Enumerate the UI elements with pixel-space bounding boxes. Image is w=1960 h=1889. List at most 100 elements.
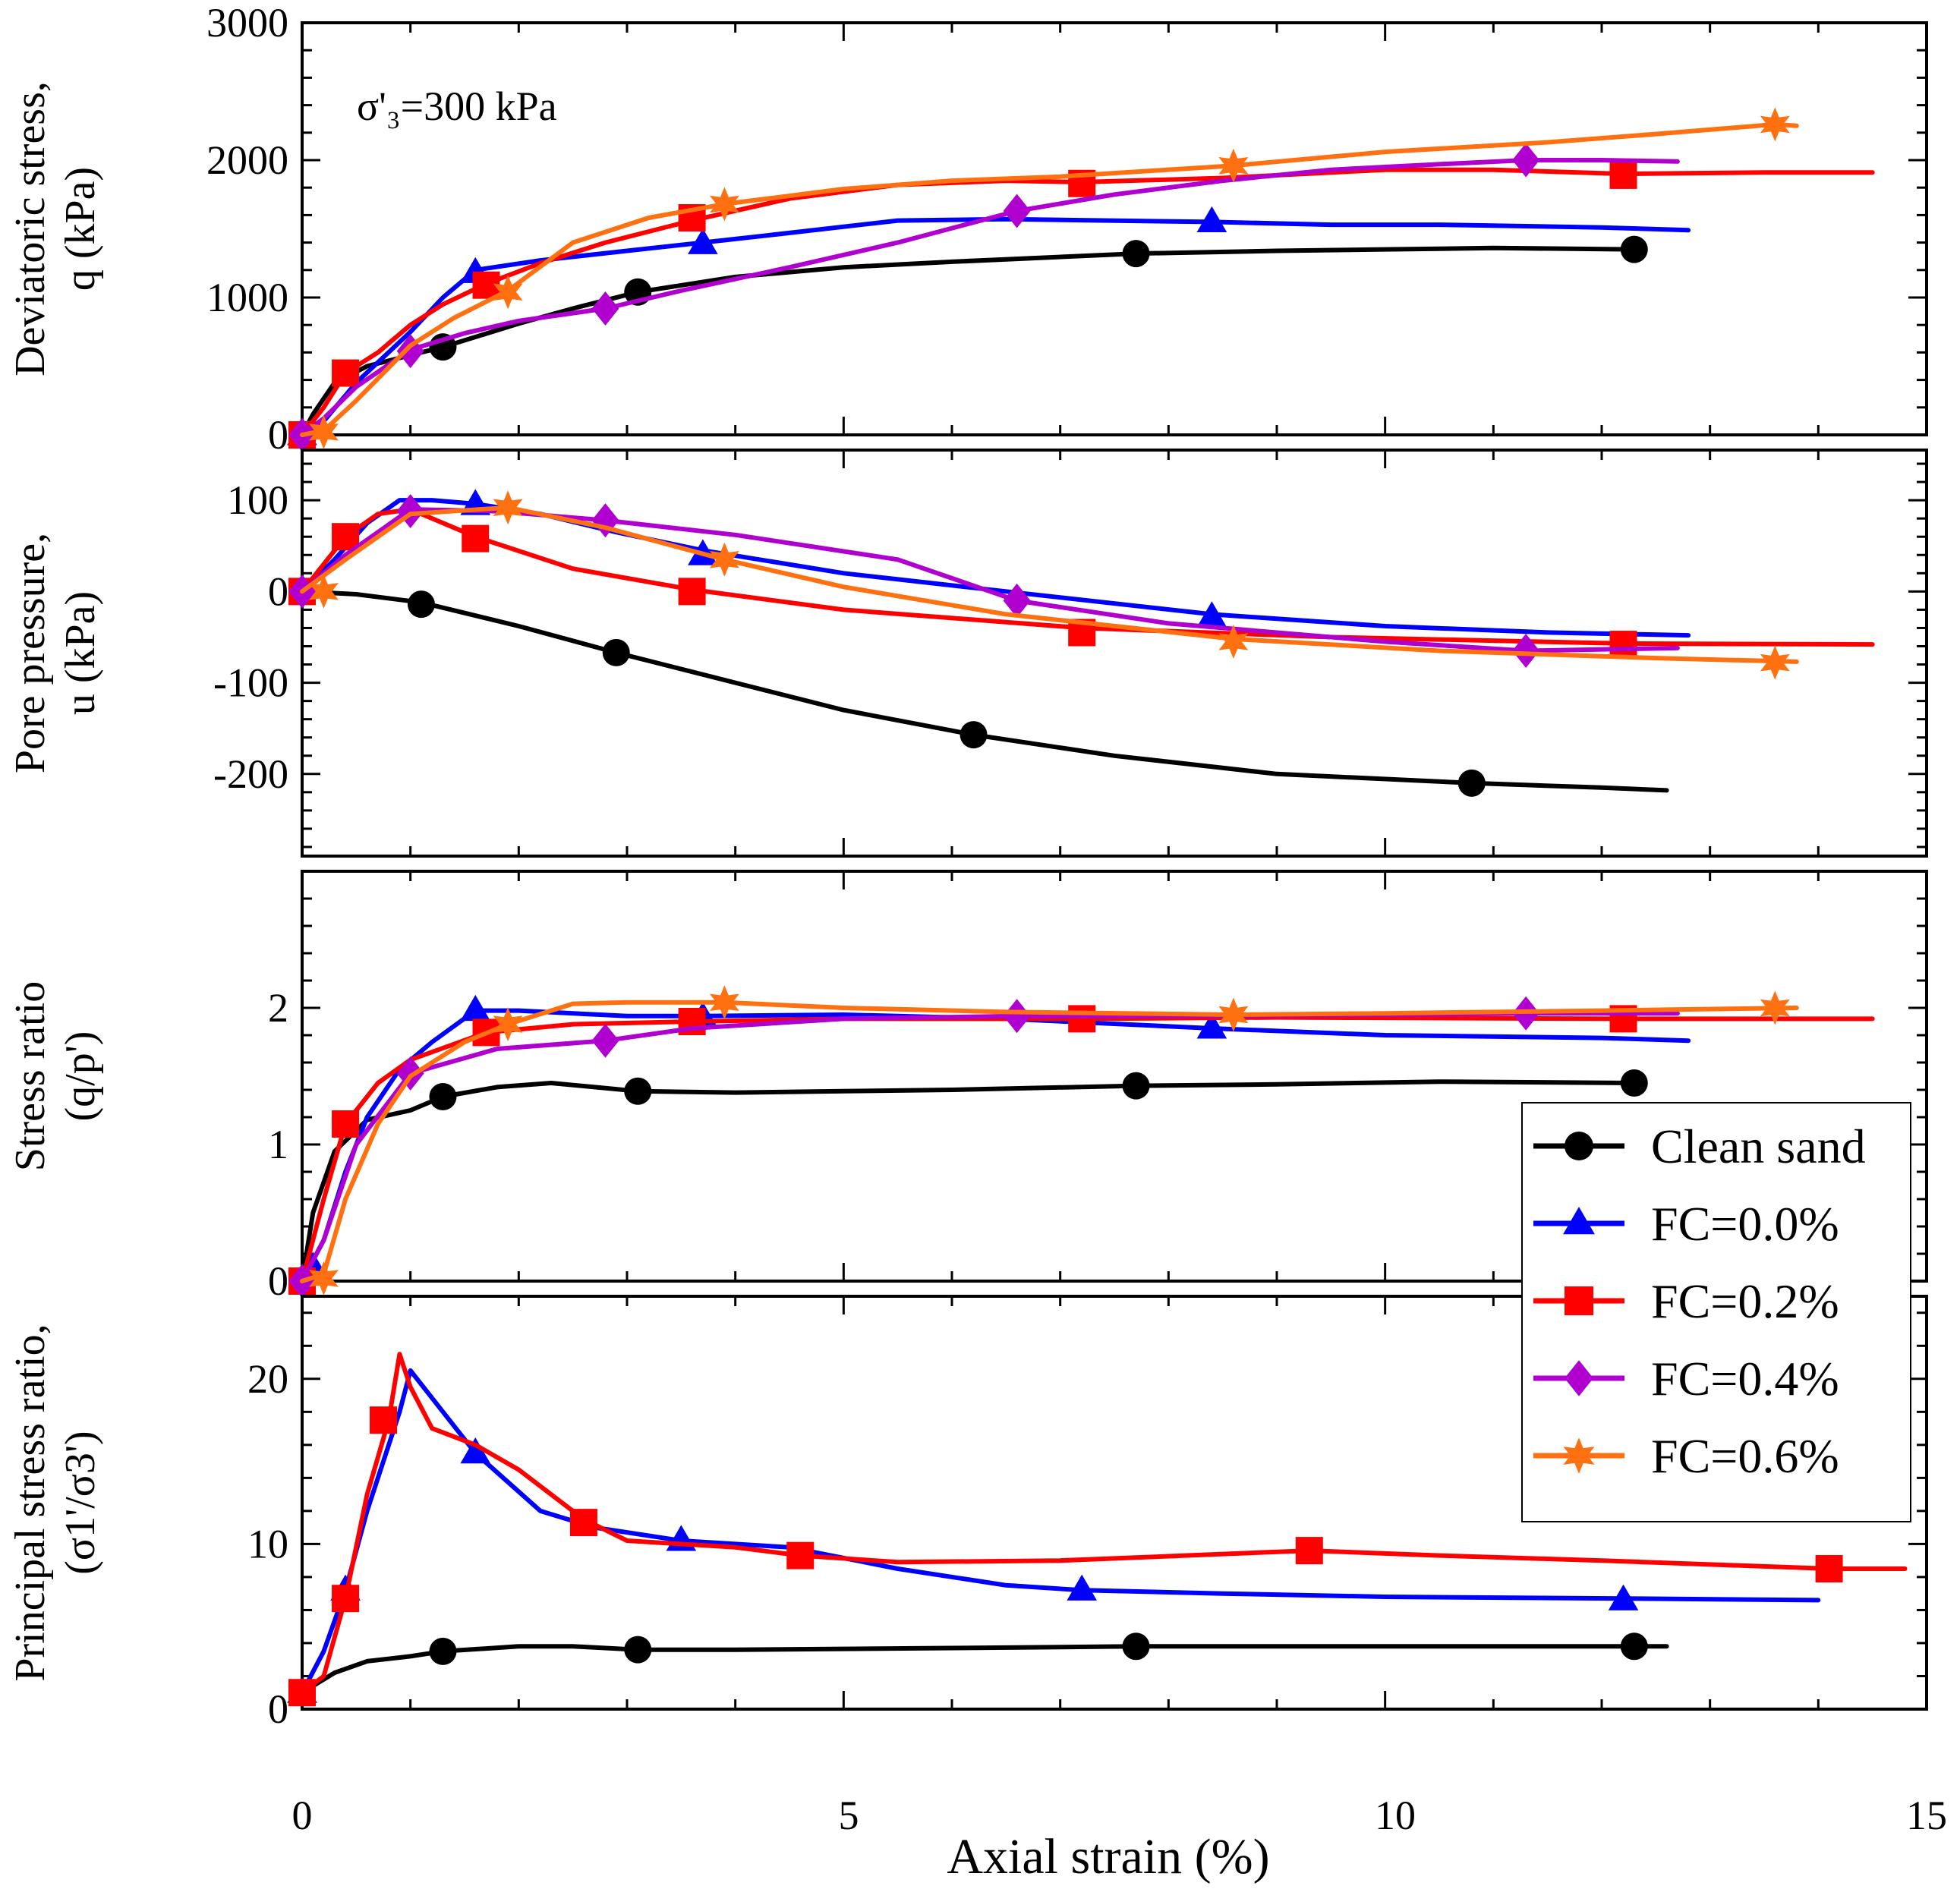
series-line [300,121,1799,437]
x-tick-label: 15 [1906,1793,1947,1838]
y-tick-label: 0 [268,412,288,458]
data-point [1122,1072,1150,1100]
series-line [300,507,1875,647]
data-point [332,359,360,387]
x-tick-labels: 0 5 10 15 [292,1793,1948,1838]
y-tick-label: 2 [268,985,288,1031]
data-point [1067,1574,1097,1601]
y-axis-label: q (kPa) [57,167,104,291]
series-line [300,505,1799,664]
series-fc-0-0 [287,206,1691,445]
data-point [309,1261,339,1296]
data-point [1760,107,1790,142]
y-tick-label: -100 [213,660,288,706]
legend-label: FC=0.0% [1651,1197,1839,1251]
data-point [1218,625,1249,659]
series-fc-0-2 [288,1352,1908,1707]
data-point [332,1110,360,1138]
data-point [709,542,739,577]
data-point [591,291,619,326]
data-point [1218,997,1249,1032]
panel-psr: 0 10 20 Principal stress ratio, (σ1'/σ3') [7,1295,1928,1732]
y-axis-label: u (kPa) [57,591,104,715]
series-line [300,1008,1691,1283]
legend-label: FC=0.6% [1651,1429,1839,1483]
data-point [460,994,491,1022]
data-point [709,187,739,222]
data-point [370,1406,397,1434]
y-axis-label: Principal stress ratio, [7,1324,54,1681]
data-point [624,1636,652,1664]
plot-frame [301,1295,1928,1711]
data-point [1609,161,1637,189]
y-axis-label: Deviatoric stress, [7,81,54,376]
y-tick-label: 3000 [206,0,288,46]
data-point [1122,240,1150,268]
plot-frame [301,21,1928,436]
data-point [309,414,339,449]
panel-u: -200 -100 0 100 Pore pressure, u (kPa) [7,449,1928,858]
legend-marker [1565,1360,1593,1396]
y-axis-label: (σ1'/σ3') [57,1431,104,1574]
data-point [1295,1537,1323,1565]
data-point [1620,1069,1648,1097]
x-tick-label: 5 [839,1793,859,1838]
data-point [1512,633,1540,668]
data-point [493,275,523,310]
data-point [429,1637,457,1665]
data-point [332,1585,360,1613]
legend-marker [1565,1132,1593,1160]
data-point [1512,143,1540,178]
y-tick-label: 100 [227,477,288,523]
data-point [1620,1632,1648,1661]
plot-frame [301,870,1928,1283]
series-line [300,498,1691,638]
legend-label: Clean sand [1651,1119,1866,1173]
legend-marker [1563,1437,1595,1474]
data-point [460,1437,491,1464]
x-tick-label: 10 [1375,1793,1416,1838]
data-point [678,578,706,606]
data-point [1196,601,1227,628]
series-clean-sand [288,1632,1669,1707]
y-axis-label: (q/p') [57,1031,104,1122]
series-line [300,167,1875,437]
y-tick-label: 0 [268,1686,288,1732]
data-point [1620,235,1648,263]
data-point [1003,194,1031,228]
legend-marker [1565,1286,1593,1315]
series-fc-0-6 [300,985,1799,1296]
data-point [1609,631,1637,659]
series-fc-0-4 [288,494,1680,668]
series-fc-0-2 [288,161,1875,449]
y-tick-label: 10 [247,1521,288,1566]
x-axis-label: Axial strain (%) [947,1829,1269,1884]
legend: Clean sand FC=0.0% FC=0.2% FC=0.4% FC=0.6% [1521,1102,1911,1522]
data-point [709,985,739,1020]
legend-label: FC=0.4% [1651,1352,1839,1406]
y-axis-label: Pore pressure, [7,533,54,773]
y-tick-label: -200 [213,751,288,797]
y-tick-label: 1000 [206,275,288,320]
data-point [602,638,630,666]
data-point [332,523,360,551]
data-point [1003,583,1031,618]
data-point [1196,206,1227,232]
data-point [1760,990,1790,1025]
data-point [1760,645,1790,680]
data-point [407,590,435,619]
data-point [1608,1584,1639,1610]
data-point [1068,1005,1096,1033]
q-annotation: σ'₃=300 kPa [357,83,557,129]
data-point [786,1541,815,1569]
data-point [288,1679,316,1707]
series-line [300,1011,1680,1283]
y-axis-label: Stress ratio [7,981,54,1171]
series-fc-0-6 [300,490,1799,680]
data-point [462,524,490,553]
data-point [591,1023,619,1058]
data-point [1457,769,1486,797]
data-point [1218,148,1249,183]
data-point [624,1077,652,1105]
